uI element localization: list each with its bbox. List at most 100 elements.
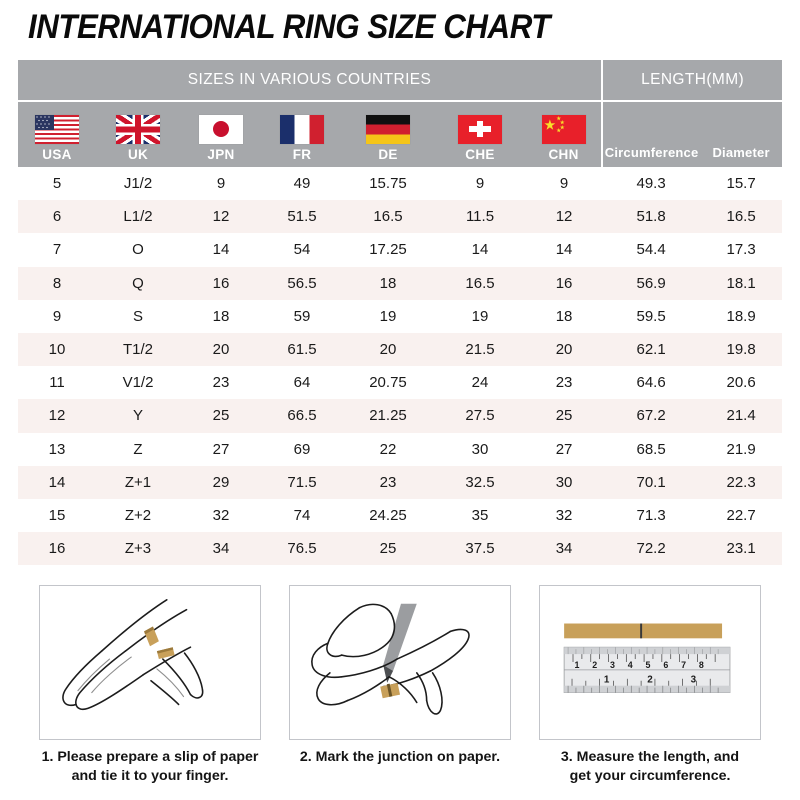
column-label-circumference: Circumference [604,145,699,160]
cell-diam: 15.7 [726,175,756,193]
paper-strip [564,623,723,639]
table-row: 9 S 18 59 19 19 18 59.5 18.9 [18,299,783,333]
svg-text:1: 1 [574,660,579,670]
cell-uk: S [132,307,143,325]
cell-jpn: 16 [212,274,230,292]
cell-fr: 56.5 [287,274,317,292]
cell-circ: 70.1 [636,473,666,491]
flag-switzerland-icon [458,114,502,144]
cell-che: 16.5 [465,274,495,292]
cell-circ: 68.5 [636,440,666,458]
instruction-caption-3-line1: 3. Measure the length, and [560,749,740,765]
cell-diam: 20.6 [726,374,756,392]
cell-diam: 16.5 [726,208,756,226]
table-row: 14 Z+1 29 71.5 23 32.5 30 70.1 22.3 [18,465,783,499]
flag-china-icon: ★ ★ ★ ★ ★ [541,114,586,144]
cell-fr: 61.5 [287,341,317,359]
svg-text:3: 3 [610,660,615,670]
cell-diam: 21.4 [726,407,756,425]
cell-che: 32.5 [465,473,495,491]
column-header-che: CHE [434,101,526,167]
column-label-diameter: Diameter [712,145,770,160]
cell-chn: 27 [555,440,573,458]
page-title: INTERNATIONAL RING SIZE CHART [28,8,550,46]
group-header-sizes: SIZES IN VARIOUS COUNTRIES [18,60,604,102]
cell-circ: 64.6 [636,374,666,392]
cell-de: 19 [379,307,397,325]
svg-text:4: 4 [628,660,633,670]
table-row: 12 Y 25 66.5 21.25 27.5 25 67.2 21.4 [18,399,783,433]
group-header-row: SIZES IN VARIOUS COUNTRIES LENGTH(MM) [18,60,783,102]
column-label-chn: CHN [548,146,579,162]
cell-circ: 51.8 [636,208,666,226]
instruction-caption-2: 2. Mark the junction on paper. [275,748,525,767]
cell-diam: 18.1 [726,274,756,292]
column-header-de: DE [342,101,434,167]
cell-jpn: 18 [212,307,230,325]
cell-uk: Z+1 [124,473,152,491]
flag-japan-icon [199,114,243,144]
cell-de: 21.25 [369,407,407,425]
cell-circ: 71.3 [636,506,666,524]
cell-fr: 54 [293,241,311,259]
column-header-fr: FR [262,101,342,167]
cell-circ: 67.2 [636,407,666,425]
table-row: 5 J1/2 9 49 15.75 9 9 49.3 15.7 [18,167,783,201]
cell-che: 37.5 [465,540,495,558]
svg-text:3: 3 [691,675,697,686]
cell-jpn: 12 [212,208,230,226]
cell-jpn: 9 [216,175,226,193]
cell-fr: 71.5 [287,473,317,491]
instruction-caption-2-line1: 2. Mark the junction on paper. [299,749,501,765]
cell-chn: 20 [555,341,573,359]
group-header-length: LENGTH(MM) [602,60,783,102]
cell-chn: 9 [559,175,569,193]
cell-uk: Y [132,407,143,425]
cell-jpn: 34 [212,540,230,558]
cell-de: 17.25 [369,241,407,259]
cell-uk: L1/2 [123,208,153,226]
column-header-diameter: Diameter [700,101,783,167]
cell-de: 20.75 [369,374,407,392]
table-row: 8 Q 16 56.5 18 16.5 16 56.9 18.1 [18,266,783,300]
svg-text:7: 7 [681,660,686,670]
cell-che: 11.5 [465,208,495,226]
cell-chn: 18 [555,307,573,325]
hand-with-paper-strip-illustration [62,599,204,711]
cell-uk: Z [133,440,143,458]
cell-fr: 69 [293,440,311,458]
cell-che: 21.5 [465,341,495,359]
cell-usa: 8 [52,274,62,292]
cell-chn: 14 [555,241,573,259]
cell-de: 22 [379,440,397,458]
column-label-usa: USA [42,146,72,162]
cell-che: 27.5 [465,407,495,425]
table-body: 5 J1/2 9 49 15.75 9 9 49.3 15.7 6 L1/2 12 51.5 16.5 11… [18,167,783,566]
cell-usa: 7 [52,241,62,259]
cell-de: 20 [379,341,397,359]
cell-uk: Z+3 [124,540,152,558]
cell-diam: 22.3 [726,473,756,491]
cell-circ: 72.2 [636,540,666,558]
column-header-jpn: JPN [180,101,262,167]
cell-diam: 23.1 [726,540,756,558]
svg-text:2: 2 [647,675,653,686]
cell-circ: 62.1 [636,341,666,359]
cell-fr: 49 [293,175,311,193]
table-row: 7 O 14 54 17.25 14 14 54.4 17.3 [18,233,783,267]
svg-text:5: 5 [646,660,651,670]
paper-strip-marks [144,626,175,660]
instruction-image-2 [289,585,511,740]
cell-chn: 30 [555,473,573,491]
instruction-caption-1-line2: and tie it to your finger. [71,768,229,785]
column-header-uk: UK [96,101,180,167]
cell-usa: 13 [48,440,66,458]
cell-che: 35 [471,506,489,524]
cell-diam: 21.9 [726,440,756,458]
svg-text:1: 1 [604,675,610,686]
cell-chn: 12 [555,208,573,226]
cell-de: 15.75 [369,175,407,193]
svg-text:2: 2 [592,660,597,670]
